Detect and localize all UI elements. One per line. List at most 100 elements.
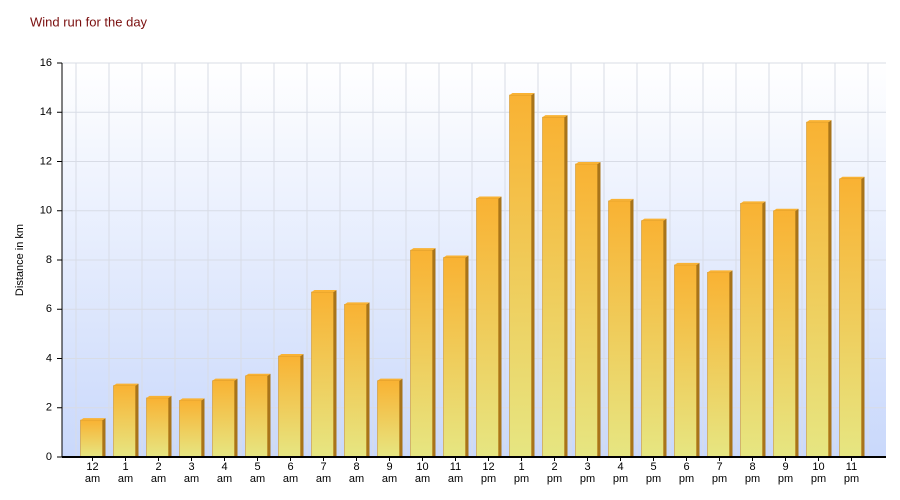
bar-side [795, 208, 799, 457]
x-tick-label: 5 pm [645, 461, 662, 485]
x-tick-label: 1 am [117, 461, 134, 485]
bar-side [201, 398, 205, 457]
bar-top [80, 418, 106, 421]
bar [707, 272, 730, 458]
bar-top [608, 198, 634, 201]
chart-title: Wind run for the day [30, 14, 148, 29]
y-tick-label: 4 [46, 352, 52, 364]
bar-top [179, 398, 205, 401]
bar [278, 355, 301, 458]
bar [575, 163, 598, 458]
bar-side [663, 218, 667, 457]
bar-side [762, 201, 766, 457]
x-tick-label: 10 pm [810, 461, 827, 485]
bar-side [729, 270, 733, 457]
x-tick-label: 6 am [282, 461, 299, 485]
bar-top [575, 161, 601, 164]
bar-top [278, 354, 304, 357]
x-tick-label: 7 pm [711, 461, 728, 485]
bar-top [707, 270, 733, 273]
x-tick-label: 3 pm [579, 461, 596, 485]
bar-side [465, 255, 469, 457]
x-tick-label: 9 pm [777, 461, 794, 485]
bar [773, 210, 796, 458]
bar-side [564, 115, 568, 458]
bar-side [234, 378, 238, 457]
bar-side [828, 120, 832, 457]
bar-top [146, 395, 172, 398]
bar-top [740, 201, 766, 204]
bar-top [344, 302, 370, 305]
x-tick-label: 10 am [414, 461, 431, 485]
bar [542, 116, 565, 458]
x-tick-label: 4 am [216, 461, 233, 485]
bar-top [674, 262, 700, 265]
bar [806, 121, 829, 458]
bar [146, 397, 169, 458]
y-tick-label: 14 [40, 106, 52, 118]
bar-top [773, 208, 799, 211]
bar-top [212, 378, 238, 381]
bar-side [300, 354, 304, 457]
x-tick-label: 11 am [447, 461, 464, 485]
x-tick-label: 3 am [183, 461, 200, 485]
y-tick-label: 16 [40, 57, 52, 69]
bar [410, 249, 433, 458]
x-tick-label: 4 pm [612, 461, 629, 485]
bar-side [597, 161, 601, 457]
bar-side [498, 196, 502, 457]
bar [740, 203, 763, 458]
bar [377, 380, 400, 458]
bar [113, 385, 136, 458]
bar-side [630, 198, 634, 457]
bar [212, 380, 235, 458]
bar [608, 200, 631, 458]
bar [476, 198, 499, 458]
bar-top [377, 378, 403, 381]
x-tick-label: 8 pm [744, 461, 761, 485]
bar-side [531, 93, 535, 457]
bar [344, 304, 367, 458]
bar [179, 400, 202, 458]
bar-top [476, 196, 502, 199]
bar-side [696, 262, 700, 457]
bar [509, 94, 532, 458]
y-tick-label: 10 [40, 205, 52, 217]
bar-top [113, 383, 139, 386]
x-tick-label: 5 am [249, 461, 266, 485]
bar [641, 220, 664, 458]
bar-side [102, 418, 106, 457]
x-tick-label: 8 am [348, 461, 365, 485]
bar [839, 178, 862, 458]
x-tick-label: 12 am [84, 461, 101, 485]
bar-side [366, 302, 370, 457]
x-tick-label: 1 pm [513, 461, 530, 485]
y-tick-label: 2 [46, 402, 52, 414]
bar-top [410, 248, 436, 251]
bar-side [399, 378, 403, 457]
x-tick-label: 12 pm [480, 461, 497, 485]
bar-top [839, 176, 865, 179]
bar [443, 257, 466, 458]
y-tick-label: 0 [46, 451, 52, 463]
bar-side [432, 248, 436, 457]
x-tick-label: 2 am [150, 461, 167, 485]
bar [80, 419, 103, 458]
bar [245, 375, 268, 458]
bar-top [311, 290, 337, 293]
bar-top [509, 93, 535, 96]
y-axis-label: Distance in km [14, 224, 26, 296]
bar-top [443, 255, 469, 258]
x-tick-label: 9 am [381, 461, 398, 485]
x-tick-label: 2 pm [546, 461, 563, 485]
y-tick-label: 8 [46, 254, 52, 266]
x-tick-label: 7 am [315, 461, 332, 485]
x-tick-label: 6 pm [678, 461, 695, 485]
bar-side [168, 395, 172, 457]
bar-side [135, 383, 139, 457]
bar-top [542, 115, 568, 118]
bar-top [641, 218, 667, 221]
bar-side [267, 373, 271, 457]
bar [674, 264, 697, 458]
